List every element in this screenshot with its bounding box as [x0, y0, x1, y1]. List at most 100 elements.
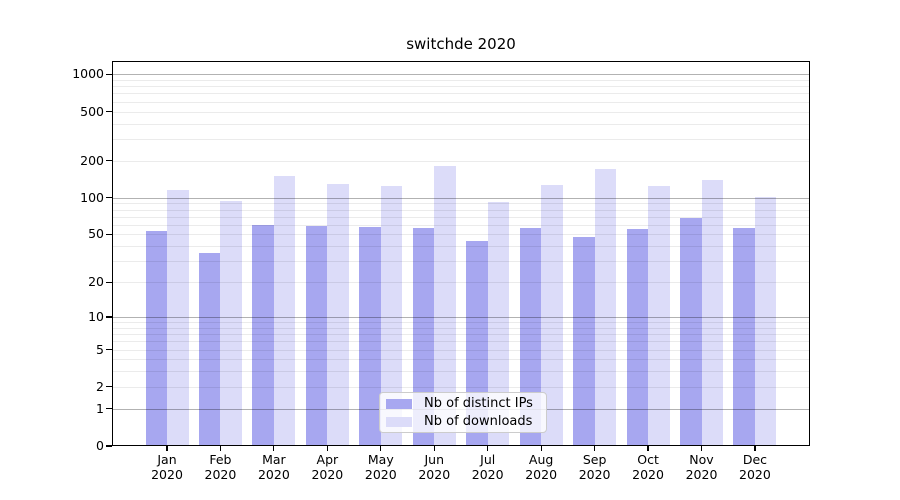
y-axis-tick [106, 316, 112, 318]
minor-gridline [112, 349, 810, 351]
x-axis-tick [540, 446, 542, 451]
x-axis-tick [433, 446, 435, 451]
y-axis-tick [106, 233, 112, 236]
bar-distinct-ips [198, 253, 221, 446]
y-axis-tick [106, 349, 112, 351]
y-axis-tick-label: 0 [96, 438, 104, 453]
minor-gridline [112, 359, 810, 361]
x-axis-tick [594, 446, 596, 451]
bar-distinct-ips [252, 224, 274, 446]
x-axis-month-label: Nov 2020 [685, 452, 718, 482]
major-gridline [112, 74, 810, 76]
legend-swatch-downloads [386, 416, 412, 427]
minor-gridline [112, 224, 810, 226]
bar-downloads [380, 185, 403, 446]
x-axis-month-label: Dec 2020 [739, 452, 771, 482]
minor-gridline [112, 371, 810, 373]
minor-gridline [112, 282, 810, 284]
bar-distinct-ips [733, 228, 755, 446]
minor-gridline [112, 79, 810, 81]
bar-downloads [167, 190, 189, 446]
y-axis-tick [106, 386, 112, 388]
minor-gridline [112, 322, 810, 324]
y-axis-tick-label: 200 [80, 152, 104, 168]
bar-distinct-ips [519, 227, 542, 446]
x-axis-tick [647, 446, 649, 451]
y-axis-tick-label: 10 [88, 308, 104, 324]
y-axis-tick [106, 197, 112, 199]
y-axis-tick-label: 1000 [72, 66, 104, 82]
major-gridline [112, 316, 810, 318]
y-axis-tick-label: 20 [88, 274, 104, 290]
y-axis-tick [106, 281, 112, 283]
x-axis-month-label: Aug 2020 [525, 452, 558, 482]
minor-gridline [112, 86, 810, 88]
x-axis-tick [754, 446, 756, 451]
minor-gridline [112, 138, 810, 140]
chart-title: switchde 2020 [406, 35, 516, 53]
bar-downloads [434, 166, 456, 446]
bar-distinct-ips [412, 228, 435, 446]
bar-downloads [327, 183, 349, 446]
bar-downloads [541, 184, 563, 446]
y-axis-tick-label: 5 [96, 341, 104, 357]
x-axis-tick [166, 446, 168, 451]
minor-gridline [112, 327, 810, 329]
y-axis-tick-label: 50 [88, 226, 104, 242]
x-axis-month-label: May 2020 [364, 452, 397, 482]
bar-downloads [648, 185, 670, 446]
bar-downloads [754, 197, 777, 446]
y-axis-tick-label: 100 [80, 189, 104, 205]
x-axis-month-label: Apr 2020 [311, 452, 344, 482]
bar-downloads [701, 179, 723, 446]
minor-gridline [112, 203, 810, 205]
minor-gridline [112, 111, 810, 113]
minor-gridline [112, 234, 810, 236]
minor-gridline [112, 209, 810, 211]
bar-distinct-ips [305, 225, 328, 446]
x-axis-tick [326, 446, 328, 451]
minor-gridline [112, 123, 810, 125]
y-axis-tick [106, 445, 112, 447]
x-axis-tick [487, 446, 489, 451]
bar-downloads [594, 169, 617, 446]
minor-gridline [112, 246, 810, 248]
y-axis-tick-label: 2 [96, 378, 104, 394]
bar-downloads [487, 201, 510, 446]
legend: Nb of distinct IPs Nb of downloads [379, 392, 547, 433]
bar-downloads [220, 201, 242, 446]
y-axis-tick [106, 73, 112, 75]
legend-swatch-distinct-ips [386, 398, 412, 409]
legend-item-distinct-ips: Nb of distinct IPs [386, 395, 546, 411]
minor-gridline [112, 101, 810, 103]
y-axis-tick [106, 408, 112, 410]
x-axis-month-label: Feb 2020 [204, 452, 237, 482]
x-axis-month-label: Oct 2020 [632, 452, 664, 482]
y-axis-tick [106, 110, 112, 113]
x-axis-month-label: Jul 2020 [471, 452, 504, 482]
x-axis-tick [380, 446, 382, 451]
minor-gridline [112, 261, 810, 263]
bar-distinct-ips [573, 236, 595, 446]
bar-distinct-ips [680, 218, 702, 446]
x-axis-month-label: Jan 2020 [151, 452, 183, 482]
minor-gridline [112, 334, 810, 336]
minor-gridline [112, 341, 810, 343]
x-axis-month-label: Sep 2020 [578, 452, 611, 482]
x-axis-tick [273, 446, 275, 451]
major-gridline [112, 197, 810, 199]
x-axis-month-label: Jun 2020 [418, 452, 451, 482]
bar-distinct-ips [359, 226, 381, 446]
x-axis-month-label: Mar 2020 [257, 452, 290, 482]
x-axis-tick [700, 446, 703, 451]
y-axis-tick-label: 500 [80, 103, 104, 119]
legend-label-downloads: Nb of downloads [424, 413, 533, 429]
bar-distinct-ips [145, 231, 167, 446]
legend-label-distinct-ips: Nb of distinct IPs [424, 395, 533, 411]
bar-downloads [273, 176, 296, 446]
y-axis-tick [106, 160, 112, 162]
